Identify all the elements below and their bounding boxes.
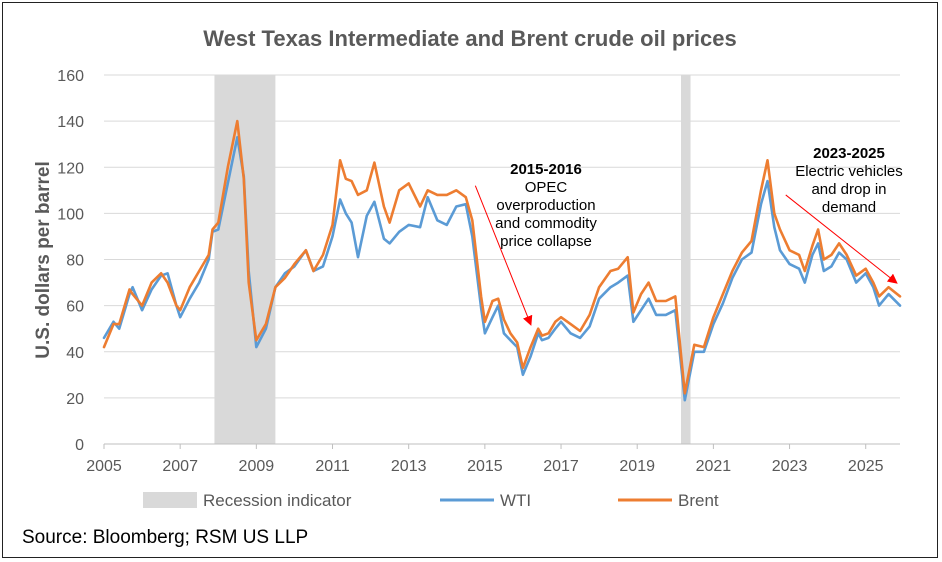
annotation-text-1: Electric vehicles — [795, 163, 903, 180]
x-tick-label: 2011 — [315, 458, 350, 475]
y-tick-label: 140 — [57, 114, 84, 131]
y-tick-label: 20 — [66, 391, 84, 408]
x-tick-label: 2023 — [772, 458, 808, 475]
annotation-text-0: and commodity — [495, 215, 597, 232]
y-axis-label: U.S. dollars per barrel — [33, 161, 54, 358]
y-tick-label: 120 — [57, 160, 84, 177]
annotation-text-0: overproduction — [496, 197, 595, 214]
annotation-text-0: OPEC — [525, 179, 568, 196]
legend-label-brent: Brent — [678, 491, 719, 510]
x-tick-label: 2005 — [86, 458, 122, 475]
legend-label-recession: Recession indicator — [203, 491, 352, 510]
annotation-text-0: price collapse — [500, 233, 592, 250]
y-tick-label: 0 — [75, 437, 84, 454]
y-tick-label: 40 — [66, 345, 84, 362]
y-tick-label: 80 — [66, 253, 84, 270]
annotation-title-0: 2015-2016 — [510, 161, 582, 178]
annotation-arrow-0 — [474, 185, 533, 326]
x-tick-label: 2021 — [696, 458, 732, 475]
series-line-wti — [102, 136, 902, 402]
annotation-text-1: and drop in — [811, 181, 886, 198]
series-line-brent — [102, 119, 902, 395]
x-tick-label: 2017 — [543, 458, 579, 475]
y-tick-label: 160 — [57, 68, 84, 85]
legend-label-wti: WTI — [500, 491, 531, 510]
source-note: Source: Bloomberg; RSM US LLP — [22, 527, 308, 548]
x-tick-label: 2019 — [619, 458, 655, 475]
chart-title: West Texas Intermediate and Brent crude … — [203, 26, 736, 51]
annotation-text-1: demand — [822, 199, 876, 216]
legend: Recession indicator WTI Brent — [143, 491, 719, 510]
x-tick-label: 2007 — [162, 458, 198, 475]
annotation-title-1: 2023-2025 — [813, 145, 885, 162]
y-tick-label: 100 — [57, 206, 84, 223]
x-tick-label: 2025 — [848, 458, 884, 475]
legend-swatch-recession — [143, 492, 197, 508]
y-tick-label: 60 — [66, 299, 84, 316]
x-tick-label: 2009 — [239, 458, 275, 475]
x-tick-label: 2013 — [391, 458, 427, 475]
x-tick-label: 2015 — [467, 458, 503, 475]
annotation-arrow-1 — [785, 194, 898, 284]
